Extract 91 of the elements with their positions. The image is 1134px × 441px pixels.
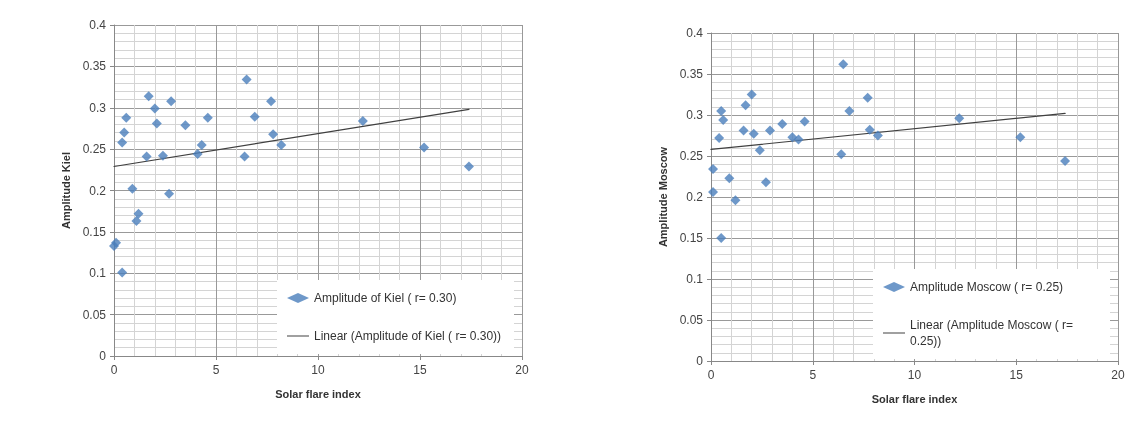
- point: [777, 119, 788, 130]
- point: [872, 130, 883, 141]
- point: [166, 96, 177, 107]
- y-tick-label: 0.1: [686, 272, 704, 286]
- point: [157, 150, 168, 161]
- point: [266, 96, 277, 107]
- point: [121, 112, 132, 123]
- point: [738, 125, 749, 136]
- legend-label: Linear (Amplitude of Kiel ( r= 0.30)): [314, 329, 502, 343]
- point: [141, 151, 152, 162]
- point: [196, 139, 207, 150]
- y-tick-label: 0.25: [82, 142, 107, 157]
- y-tick-label: 0.3: [686, 108, 704, 122]
- legend-label: Amplitude of Kiel ( r= 0.30): [314, 291, 457, 305]
- point: [149, 103, 160, 114]
- point: [748, 128, 759, 139]
- point: [799, 116, 810, 127]
- y-tick-label: 0.15: [82, 224, 107, 239]
- point: [718, 114, 729, 125]
- y-tick-label: 0.2: [89, 183, 107, 198]
- point: [143, 91, 154, 102]
- point: [864, 124, 875, 135]
- point: [268, 129, 279, 140]
- x-tick-label: 0: [707, 368, 715, 382]
- point: [760, 177, 771, 188]
- point: [164, 188, 175, 199]
- point: [862, 92, 873, 103]
- point: [249, 111, 260, 122]
- point: [127, 183, 138, 194]
- x-tick-label: 15: [1009, 368, 1024, 382]
- point: [180, 120, 191, 131]
- point: [1060, 155, 1071, 166]
- point: [716, 105, 727, 116]
- y-tick-label: 0.05: [82, 307, 107, 322]
- y-tick-label: 0.15: [679, 231, 704, 245]
- point: [765, 125, 776, 136]
- point: [1015, 132, 1026, 143]
- legend-label: Amplitude Moscow ( r= 0.25): [910, 280, 1064, 294]
- point: [463, 161, 474, 172]
- y-tick-label: 0.3: [89, 100, 107, 115]
- point: [754, 145, 765, 156]
- x-axis-title: Solar flare index: [871, 392, 959, 405]
- x-tick-label: 20: [1111, 368, 1125, 382]
- y-tick-label: 0.4: [686, 26, 704, 40]
- point: [192, 149, 203, 160]
- x-tick-label: 10: [907, 368, 922, 382]
- x-tick-label: 5: [809, 368, 817, 382]
- y-axis-title: Amplitude Kiel: [60, 151, 73, 230]
- legend-label: Linear (Amplitude Moscow ( r= 0.25)): [910, 318, 1077, 348]
- point: [793, 134, 804, 145]
- point: [708, 164, 719, 175]
- point: [838, 59, 849, 70]
- point: [117, 137, 128, 148]
- point: [730, 195, 741, 206]
- point: [241, 74, 252, 85]
- point: [119, 127, 130, 138]
- y-axis-title: Amplitude Moscow: [657, 146, 670, 248]
- y-tick-label: 0: [99, 349, 107, 363]
- point: [740, 100, 751, 111]
- point: [239, 151, 250, 162]
- y-tick-label: 0.05: [679, 313, 704, 327]
- point: [716, 233, 727, 243]
- point: [724, 173, 735, 184]
- point: [419, 142, 430, 153]
- point: [117, 267, 128, 278]
- x-axis-title: Solar flare index: [275, 387, 362, 400]
- point: [836, 149, 847, 160]
- y-tick-label: 0: [696, 354, 704, 368]
- point: [714, 132, 725, 143]
- x-tick-label: 15: [413, 363, 427, 377]
- point: [954, 113, 965, 124]
- point: [746, 89, 757, 100]
- point: [276, 139, 287, 150]
- point: [202, 112, 213, 123]
- y-tick-label: 0.4: [89, 18, 107, 32]
- y-tick-label: 0.35: [82, 59, 107, 74]
- x-tick-label: 20: [515, 363, 529, 377]
- point: [787, 132, 798, 143]
- x-tick-label: 5: [212, 363, 220, 377]
- point: [708, 187, 719, 198]
- y-tick-label: 0.1: [89, 266, 107, 281]
- point: [151, 118, 162, 129]
- x-tick-label: 10: [311, 363, 325, 377]
- point: [133, 208, 144, 219]
- y-tick-label: 0.25: [679, 149, 704, 163]
- x-tick-label: 0: [110, 363, 118, 377]
- point: [131, 216, 142, 227]
- y-tick-label: 0.35: [679, 67, 704, 81]
- y-tick-label: 0.2: [686, 190, 704, 204]
- point: [844, 105, 855, 116]
- point: [357, 115, 368, 126]
